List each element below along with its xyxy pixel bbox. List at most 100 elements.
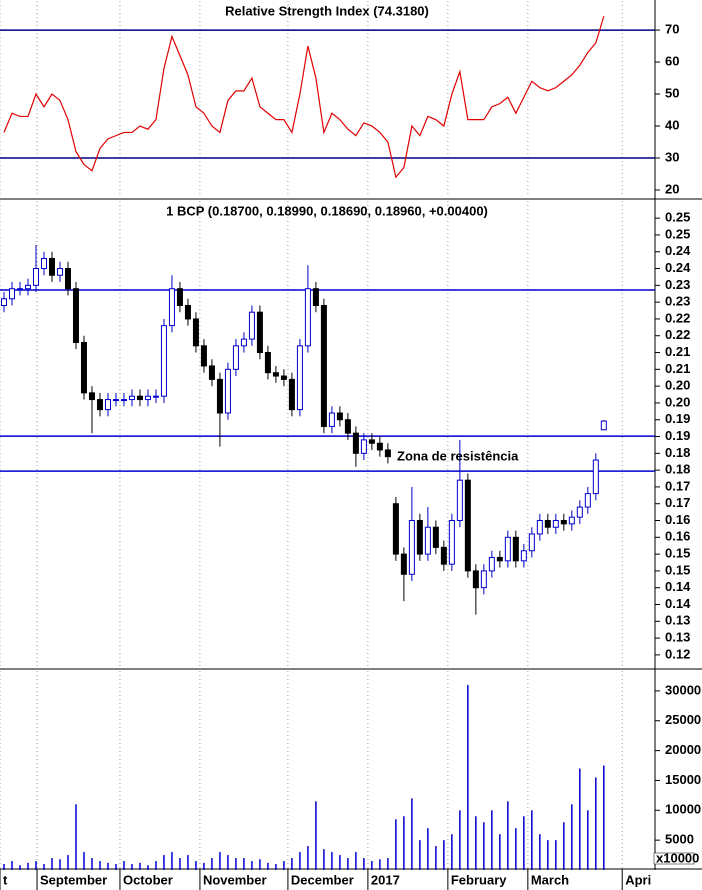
volume-bar xyxy=(475,816,477,870)
y-tick-label: 5000 xyxy=(665,832,694,847)
candle-body xyxy=(592,459,599,495)
volume-bar xyxy=(203,862,205,870)
y-tick-label: 20000 xyxy=(665,742,701,757)
candle-body xyxy=(192,318,199,347)
volume-bar xyxy=(387,858,389,870)
y-tick-label: 0.14 xyxy=(665,579,691,594)
volume-bar xyxy=(531,810,533,870)
candle-body xyxy=(552,520,559,528)
volume-bar xyxy=(187,855,189,870)
panel-title: Relative Strength Index (74.3180) xyxy=(225,3,429,18)
y-tick-label: 30 xyxy=(665,149,679,164)
x-tick-label: 2017 xyxy=(371,872,400,887)
volume-bar xyxy=(115,864,117,870)
x-tick-label: November xyxy=(203,872,267,887)
y-tick-label: 0.23 xyxy=(665,277,690,292)
candle-body xyxy=(240,338,247,347)
volume-bar xyxy=(227,855,229,870)
candle-body xyxy=(600,420,607,431)
y-tick-label: 0.24 xyxy=(665,260,691,275)
candle-body xyxy=(232,345,239,370)
candle-body xyxy=(8,288,15,300)
candle-body xyxy=(32,268,39,286)
volume-bar xyxy=(523,816,525,870)
rsi-line xyxy=(3,16,605,179)
panel-title: 1 BCP (0.18700, 0.18990, 0.18690, 0.1896… xyxy=(166,203,488,218)
candle-body xyxy=(264,352,271,374)
candle-body xyxy=(576,506,583,518)
volume-bar xyxy=(307,846,309,870)
candle-body xyxy=(96,399,103,411)
y-tick-label: 0.23 xyxy=(665,294,690,309)
volume-bar xyxy=(267,862,269,870)
candle-body xyxy=(296,345,303,411)
candle-body xyxy=(536,520,543,535)
candle-body xyxy=(344,419,351,434)
volume-bar xyxy=(563,822,565,870)
volume-bar xyxy=(67,855,69,870)
candle-body xyxy=(320,304,327,427)
y-tick-label: 40 xyxy=(665,117,679,132)
candle-body xyxy=(528,533,535,552)
y-tick-label: 0.20 xyxy=(665,394,690,409)
volume-bar xyxy=(243,858,245,870)
candle-body xyxy=(16,288,23,291)
volume-bar xyxy=(27,862,29,870)
volume-bar xyxy=(371,861,373,870)
y-tick-label: 0.22 xyxy=(665,327,690,342)
volume-bar xyxy=(595,777,597,870)
candle-body xyxy=(88,392,95,401)
candle-body xyxy=(248,311,255,340)
candle-body xyxy=(432,526,439,548)
candle-body xyxy=(328,412,335,427)
volume-bar xyxy=(131,864,133,870)
candle-body xyxy=(448,520,455,565)
y-tick-label: 20 xyxy=(665,181,679,196)
volume-bar xyxy=(467,684,469,870)
volume-bar xyxy=(171,852,173,870)
candle-body xyxy=(560,520,567,525)
candle-body xyxy=(544,520,551,528)
volume-bar xyxy=(403,816,405,870)
volume-bar xyxy=(155,861,157,870)
candle-body xyxy=(408,520,415,575)
volume-bar xyxy=(51,858,53,870)
y-tick-label: 30000 xyxy=(665,682,701,697)
candle-body xyxy=(216,378,223,414)
volume-bar xyxy=(315,801,317,870)
candle-body xyxy=(568,516,575,525)
volume-bar xyxy=(579,768,581,870)
y-tick-label: 10000 xyxy=(665,802,701,817)
y-tick-label: 0.15 xyxy=(665,562,690,577)
candle-body xyxy=(152,395,159,398)
y-tick-label: 0.24 xyxy=(665,243,691,258)
volume-bar xyxy=(123,861,125,870)
candle-body xyxy=(0,298,7,306)
y-tick-label: 0.14 xyxy=(665,596,691,611)
annotation: Zona de resistência xyxy=(397,448,519,463)
volume-bar xyxy=(19,865,21,870)
y-tick-label: 0.18 xyxy=(665,462,690,477)
y-tick-label: 0.13 xyxy=(665,630,690,645)
x-tick-label: December xyxy=(291,872,354,887)
volume-bar xyxy=(323,849,325,870)
candle-body xyxy=(440,546,447,565)
candle-body xyxy=(272,372,279,377)
candle-body xyxy=(40,257,47,270)
volume-bar xyxy=(395,819,397,870)
candle-body xyxy=(48,257,55,276)
volume-bar xyxy=(571,804,573,870)
candle-body xyxy=(384,449,391,458)
multiplier-label: x10000 xyxy=(656,850,699,865)
y-tick-label: 0.21 xyxy=(665,344,690,359)
candle-body xyxy=(456,479,463,522)
y-tick-label: 25000 xyxy=(665,712,701,727)
candle-body xyxy=(312,288,319,306)
volume-bar xyxy=(331,852,333,870)
x-tick-label: October xyxy=(123,872,173,887)
candle-body xyxy=(256,311,263,354)
candle-body xyxy=(352,432,359,454)
candle-body xyxy=(584,493,591,508)
